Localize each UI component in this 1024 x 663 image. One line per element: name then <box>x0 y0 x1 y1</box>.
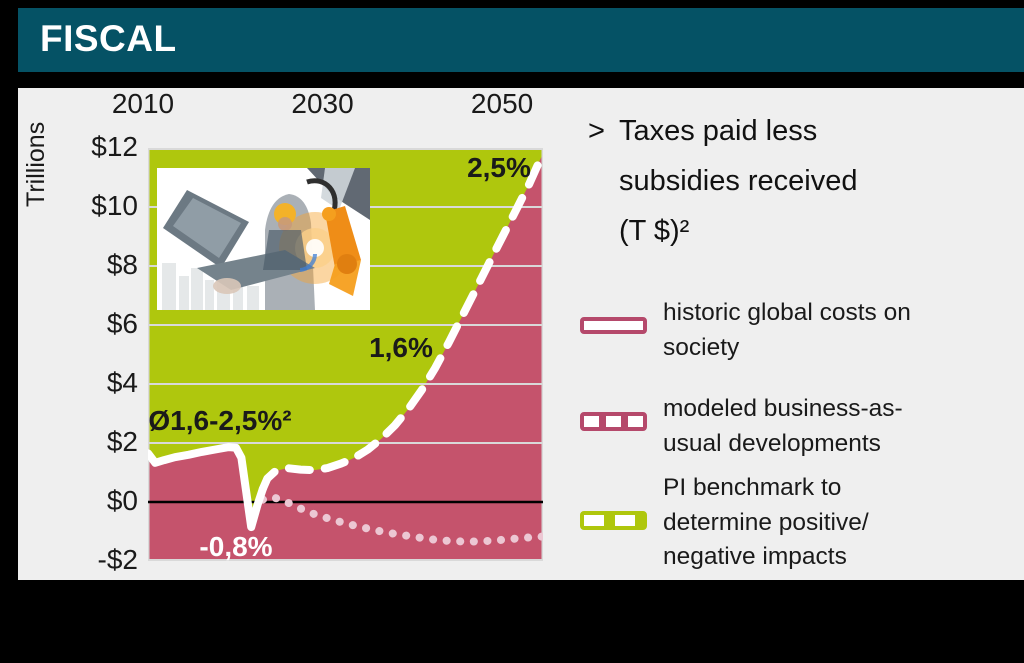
fiscal-area-chart <box>148 148 543 561</box>
y-axis-title: Trillions <box>22 121 50 207</box>
legend-swatch-benchmark <box>580 511 647 530</box>
skyline <box>247 286 259 310</box>
legend-label-bau: modeled business-as- usual developments <box>663 392 975 461</box>
bullet-arrow: > <box>588 115 605 147</box>
hand <box>213 278 241 294</box>
headline-text: Taxes paid less subsidies received (T $)… <box>619 106 919 256</box>
dashed-line <box>258 149 543 493</box>
legend-line: society <box>663 333 740 361</box>
plot-border <box>148 148 543 561</box>
dial <box>281 236 317 272</box>
dotted-line <box>258 493 543 546</box>
legend-line: negative impacts <box>663 543 847 570</box>
worker-body <box>263 230 307 270</box>
legend-label-benchmark: PI benchmark to determine positive/ nega… <box>663 471 975 575</box>
legend-line: PI benchmark to <box>663 474 842 501</box>
title-bar: FISCAL <box>18 8 1024 72</box>
legend-line: determine positive/ <box>663 508 869 536</box>
skyline <box>179 276 189 310</box>
solid-line <box>148 443 267 532</box>
legend-line: modeled business-as- <box>663 395 903 422</box>
legend-label-historic: historic global costs on society <box>663 296 975 365</box>
hard-hat <box>274 203 296 225</box>
headline-line: (T $)² <box>618 215 690 247</box>
skyline <box>205 280 214 310</box>
headline-line: Taxes paid less <box>618 115 818 147</box>
page-title: FISCAL <box>40 18 177 59</box>
cable <box>306 178 338 215</box>
robot-arm <box>325 206 361 268</box>
inset-photo <box>157 168 370 310</box>
skyline <box>191 268 203 310</box>
skyline <box>233 283 243 310</box>
chart-headline: > Taxes paid less subsidies received (T … <box>588 106 938 256</box>
legend-line: historic global costs on <box>663 299 911 326</box>
headline-line: subsidies received <box>618 165 858 197</box>
legend-line: usual developments <box>663 429 881 457</box>
legend-swatch-bau <box>580 412 647 431</box>
arm <box>321 168 355 210</box>
skyline <box>162 263 176 310</box>
legend-swatch-historic <box>580 317 647 334</box>
